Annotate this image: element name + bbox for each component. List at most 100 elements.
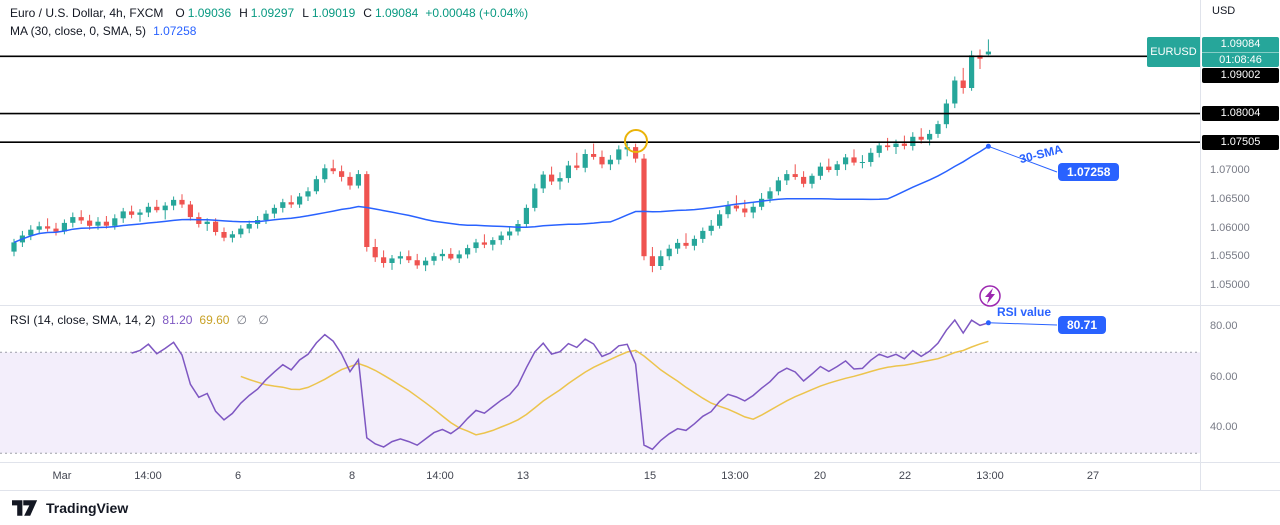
candle-body (927, 133, 933, 140)
last-price-value: 1.09084 (1220, 38, 1261, 50)
candle-body (171, 199, 177, 206)
candle-body (448, 253, 454, 259)
time-axis-label: 6 (234, 470, 242, 482)
rsi-ma-line[interactable] (240, 340, 989, 436)
ma-line[interactable] (13, 145, 989, 244)
candle-body (733, 205, 739, 209)
time-axis-label: 13 (516, 470, 530, 482)
rsi-legend-title[interactable]: RSI (14, close, SMA, 14, 2) (10, 313, 156, 327)
candle-body (322, 168, 328, 180)
candle-body (725, 205, 731, 215)
time-axis[interactable]: Mar 14:00 6 8 14:00 13 15 13:00 20 22 13:00 27 (0, 462, 1200, 490)
tradingview-logo-icon[interactable] (12, 500, 38, 516)
last-price-badge: 1.09084 01:08:46 (1202, 37, 1279, 67)
rsi-line[interactable] (131, 318, 989, 451)
candle-body (549, 174, 555, 182)
candle-body (565, 165, 571, 179)
candle-body (406, 256, 412, 261)
symbol-title[interactable]: Euro / U.S. Dollar, 4h, FXCM (10, 6, 164, 20)
candle-body (700, 230, 706, 239)
candle-body (11, 242, 17, 252)
candle-body (179, 199, 185, 205)
candle-body (36, 226, 42, 230)
candle-body (313, 179, 319, 192)
rsi-band (0, 352, 1200, 454)
ma-annotation-connector (988, 145, 1058, 173)
candle-body (397, 256, 403, 259)
candle-body (61, 222, 67, 232)
candle-body (901, 143, 907, 146)
candle-body (196, 217, 202, 224)
candle-body (498, 235, 504, 241)
candle-body (280, 202, 286, 208)
candle-body (843, 157, 849, 165)
candle-body (616, 149, 622, 160)
candle-body (876, 145, 882, 153)
candle-body (297, 196, 303, 205)
candle-body (162, 205, 168, 211)
candle-body (893, 143, 899, 147)
candle-body (885, 145, 891, 148)
price-line-badge: 1.09002 (1202, 68, 1279, 83)
ohlc-value: 1.09084 (374, 6, 419, 20)
candle-body (599, 156, 605, 165)
candle-body (263, 213, 269, 220)
price-axis[interactable]: USD 1.09084 01:08:46 1.07000 1.06500 1.060… (1200, 0, 1280, 462)
candle-body (960, 80, 966, 88)
candle-body (532, 188, 538, 208)
rsi-annotation-connector (988, 322, 1058, 326)
candle-body (826, 166, 832, 170)
time-axis-label: 22 (898, 470, 912, 482)
candle-body (918, 136, 924, 140)
candle-body (784, 174, 790, 181)
candle-body (389, 258, 395, 263)
candle-body (591, 154, 597, 157)
price-axis-label: 1.05000 (1210, 279, 1250, 291)
price-axis-label: 1.06500 (1210, 192, 1250, 205)
candle-body (473, 242, 479, 249)
price-axis-label: 1.05500 (1210, 250, 1250, 263)
candle-body (431, 256, 437, 261)
candle-body (28, 229, 34, 236)
candle-body (767, 191, 773, 199)
candle-body (658, 256, 664, 266)
candle-body (817, 166, 823, 176)
candle-body (465, 248, 471, 255)
candle-body (969, 55, 975, 88)
rsi-axis-label: 40.00 (1210, 421, 1238, 433)
candle-body (70, 217, 76, 223)
candle-body (985, 51, 991, 55)
candle-body (649, 256, 655, 266)
candle-body (120, 211, 126, 219)
rsi-annotation-badge[interactable]: 80.71 (1058, 316, 1107, 334)
main-legend: Euro / U.S. Dollar, 4h, FXCM O 1.09036 H 1.… (10, 6, 528, 20)
tradingview-brand[interactable]: TradingView (46, 500, 129, 516)
candle-body (87, 220, 93, 226)
candle-body (271, 207, 277, 214)
time-axis-label: Mar (52, 470, 72, 482)
circle-annotation[interactable] (624, 129, 648, 153)
candle-body (145, 206, 151, 213)
candle-body (129, 211, 135, 215)
time-axis-label: 14:00 (134, 470, 162, 482)
candles-layer (11, 39, 991, 273)
axis-currency-label: USD (1212, 5, 1236, 17)
price-axis-label: 1.06000 (1210, 221, 1250, 234)
candle-body (481, 242, 487, 245)
price-line-badge: 1.08004 (1202, 106, 1279, 121)
candle-body (759, 198, 765, 207)
candle-body (834, 164, 840, 170)
candle-body (952, 80, 958, 104)
ohlc-key: C (363, 6, 372, 20)
symbol-price-tag: EURUSD (1147, 37, 1200, 67)
ma-annotation-badge[interactable]: 1.07258 (1058, 163, 1120, 181)
candle-body (708, 225, 714, 231)
ma-legend-title[interactable]: MA (30, close, 0, SMA, 5) (10, 24, 147, 38)
price-change: +0.00048 (+0.04%) (425, 6, 529, 20)
candle-body (213, 221, 219, 232)
candle-body (683, 242, 689, 246)
candle-body (439, 253, 445, 257)
candle-body (641, 158, 647, 257)
rsi-annotation-label[interactable]: RSI value (997, 305, 1052, 319)
